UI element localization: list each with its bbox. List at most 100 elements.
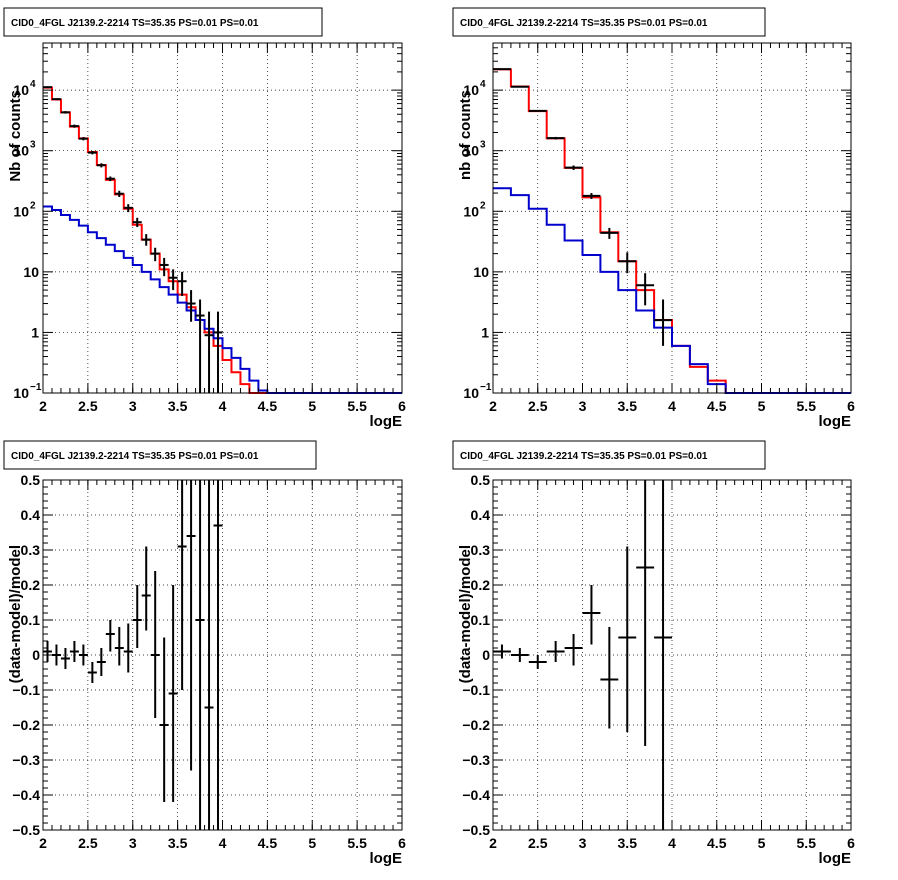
title-box xyxy=(3,7,323,37)
y-axis-label: Nb of counts xyxy=(7,90,24,182)
x-tick-label: 2.5 xyxy=(78,398,98,414)
y-tick-exponent: −1 xyxy=(30,382,42,393)
y-tick-label: 0.1 xyxy=(21,612,41,628)
chart-title: CID0_4FGL J2139.2-2214 TS=35.35 PS=0.01 … xyxy=(11,18,259,29)
series-step-line xyxy=(493,187,851,394)
y-tick-label: 10 xyxy=(13,385,29,401)
x-tick-label: 4 xyxy=(668,835,676,851)
x-tick-label: 5 xyxy=(758,398,766,414)
y-tick-label: −0.5 xyxy=(462,822,490,838)
x-tick-label: 2 xyxy=(39,835,47,851)
y-axis-label: nb of counts xyxy=(457,90,474,180)
y-tick-label: 10 xyxy=(13,203,29,219)
y-tick-label: −0.2 xyxy=(462,717,490,733)
x-tick-label: 5.5 xyxy=(797,398,817,414)
y-tick-label: −0.2 xyxy=(12,717,40,733)
y-tick-label: 10 xyxy=(13,82,29,98)
y-tick-exponent: 2 xyxy=(480,200,486,211)
y-tick-label: 10 xyxy=(463,143,479,159)
y-tick-label: 0.2 xyxy=(21,577,41,593)
y-tick-label: 0.4 xyxy=(471,507,491,523)
x-tick-label: 3 xyxy=(129,398,137,414)
chart-panel-1: CID0_4FGL J2139.2-2214 TS=35.35 PS=0.01 … xyxy=(3,7,406,430)
x-tick-label: 2.5 xyxy=(528,835,548,851)
x-tick-label: 4 xyxy=(219,835,227,851)
y-tick-label: −0.5 xyxy=(12,822,40,838)
y-tick-label: −0.1 xyxy=(462,682,490,698)
x-tick-label: 2.5 xyxy=(528,398,548,414)
title-box xyxy=(452,7,766,37)
y-tick-label: −0.3 xyxy=(12,752,40,768)
y-tick-label: 1 xyxy=(481,324,489,340)
y-tick-label: 10 xyxy=(23,264,39,280)
y-tick-label: 0 xyxy=(32,647,40,663)
x-tick-label: 2 xyxy=(489,835,497,851)
chart-title: CID0_4FGL J2139.2-2214 TS=35.35 PS=0.01 … xyxy=(460,18,708,29)
x-tick-label: 2.5 xyxy=(78,835,98,851)
x-tick-label: 3.5 xyxy=(618,398,638,414)
y-axis-label: (data-model)/model xyxy=(7,545,24,683)
y-tick-exponent: −1 xyxy=(480,382,492,393)
y-tick-label: 0.3 xyxy=(21,542,41,558)
y-tick-label: 10 xyxy=(463,203,479,219)
x-tick-label: 5.5 xyxy=(797,835,817,851)
chart-title: CID0_4FGL J2139.2-2214 TS=35.35 PS=0.01 … xyxy=(460,451,708,462)
y-tick-label: 10 xyxy=(13,143,29,159)
x-tick-label: 5 xyxy=(758,835,766,851)
y-tick-exponent: 4 xyxy=(30,79,36,90)
y-tick-exponent: 4 xyxy=(480,79,486,90)
x-tick-label: 3 xyxy=(579,398,587,414)
y-tick-label: 10 xyxy=(463,385,479,401)
x-tick-label: 5 xyxy=(308,835,316,851)
y-tick-label: −0.4 xyxy=(12,787,40,803)
x-axis-label: logE xyxy=(819,413,852,430)
x-tick-label: 5.5 xyxy=(347,835,367,851)
y-tick-label: 0.3 xyxy=(471,542,491,558)
chart-panel-2: CID0_4FGL J2139.2-2214 TS=35.35 PS=0.01 … xyxy=(452,7,855,430)
chart-panel-4: CID0_4FGL J2139.2-2214 TS=35.35 PS=0.01 … xyxy=(452,440,855,867)
y-tick-label: −0.1 xyxy=(12,682,40,698)
x-axis-label: logE xyxy=(370,850,403,867)
y-tick-label: 10 xyxy=(463,82,479,98)
x-tick-label: 5 xyxy=(308,398,316,414)
x-tick-label: 6 xyxy=(847,835,855,851)
y-tick-label: 0.1 xyxy=(471,612,491,628)
y-tick-label: 0.5 xyxy=(471,472,491,488)
y-tick-label: −0.4 xyxy=(462,787,490,803)
y-tick-exponent: 3 xyxy=(480,140,486,151)
x-tick-label: 4 xyxy=(668,398,676,414)
x-tick-label: 4 xyxy=(219,398,227,414)
x-axis-label: logE xyxy=(819,850,852,867)
x-tick-label: 6 xyxy=(398,398,406,414)
title-box xyxy=(452,440,766,470)
chart-panel-3: CID0_4FGL J2139.2-2214 TS=35.35 PS=0.01 … xyxy=(3,440,406,867)
title-box xyxy=(3,440,317,470)
y-tick-label: 0 xyxy=(482,647,490,663)
x-tick-label: 4.5 xyxy=(707,398,727,414)
x-tick-label: 6 xyxy=(398,835,406,851)
y-axis-label: (data-model)/model xyxy=(457,545,474,683)
x-tick-label: 4.5 xyxy=(258,835,278,851)
x-tick-label: 4.5 xyxy=(707,835,727,851)
x-tick-label: 2 xyxy=(489,398,497,414)
y-tick-label: −0.3 xyxy=(462,752,490,768)
y-tick-label: 0.4 xyxy=(21,507,41,523)
y-tick-label: 0.2 xyxy=(471,577,491,593)
x-axis-label: logE xyxy=(370,413,403,430)
x-tick-label: 3.5 xyxy=(618,835,638,851)
y-tick-exponent: 3 xyxy=(30,140,36,151)
y-tick-exponent: 2 xyxy=(30,200,36,211)
y-tick-label: 10 xyxy=(473,264,489,280)
x-tick-label: 3.5 xyxy=(168,398,188,414)
x-tick-label: 3.5 xyxy=(168,835,188,851)
y-tick-label: 0.5 xyxy=(21,472,41,488)
x-tick-label: 5.5 xyxy=(347,398,367,414)
x-tick-label: 3 xyxy=(579,835,587,851)
chart-title: CID0_4FGL J2139.2-2214 TS=35.35 PS=0.01 … xyxy=(11,451,259,462)
x-tick-label: 3 xyxy=(129,835,137,851)
x-tick-label: 4.5 xyxy=(258,398,278,414)
x-tick-label: 6 xyxy=(847,398,855,414)
x-tick-label: 2 xyxy=(39,398,47,414)
